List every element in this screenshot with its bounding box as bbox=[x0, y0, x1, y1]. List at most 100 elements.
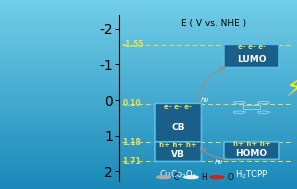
Bar bbox=[0, 175, 297, 177]
Bar bbox=[0, 102, 297, 104]
Bar bbox=[0, 170, 297, 173]
Bar bbox=[0, 142, 297, 144]
Bar bbox=[0, 47, 297, 50]
Bar bbox=[0, 69, 297, 71]
Bar bbox=[0, 158, 297, 161]
Bar bbox=[0, 78, 297, 80]
Bar bbox=[0, 14, 297, 17]
Text: O: O bbox=[227, 173, 233, 182]
Bar bbox=[0, 80, 297, 83]
Text: -1.55: -1.55 bbox=[122, 40, 144, 49]
Bar bbox=[0, 97, 297, 99]
Text: H: H bbox=[201, 173, 207, 182]
Bar bbox=[0, 116, 297, 118]
Bar bbox=[0, 144, 297, 146]
Bar bbox=[0, 12, 297, 14]
Bar bbox=[0, 123, 297, 125]
Text: h+ h+ h+: h+ h+ h+ bbox=[159, 142, 197, 148]
Bar bbox=[0, 137, 297, 139]
Text: e- e- e-: e- e- e- bbox=[238, 44, 266, 50]
Bar bbox=[243, 105, 260, 109]
FancyBboxPatch shape bbox=[155, 103, 201, 143]
Bar bbox=[0, 187, 297, 189]
Text: E ( V vs. NHE ): E ( V vs. NHE ) bbox=[181, 19, 246, 28]
Circle shape bbox=[184, 176, 198, 179]
Bar bbox=[0, 85, 297, 88]
Bar bbox=[0, 52, 297, 54]
Bar bbox=[0, 54, 297, 57]
Bar bbox=[0, 90, 297, 92]
Bar bbox=[0, 106, 297, 109]
Bar bbox=[0, 165, 297, 168]
Text: 1.71: 1.71 bbox=[122, 157, 141, 166]
Circle shape bbox=[210, 176, 224, 179]
Bar bbox=[0, 38, 297, 40]
Bar bbox=[0, 5, 297, 7]
Bar bbox=[0, 45, 297, 47]
Text: hν: hν bbox=[201, 97, 209, 103]
FancyBboxPatch shape bbox=[224, 142, 279, 159]
Bar bbox=[0, 180, 297, 182]
FancyBboxPatch shape bbox=[155, 142, 201, 161]
Text: 1.18: 1.18 bbox=[122, 138, 141, 147]
Bar bbox=[0, 73, 297, 76]
Bar bbox=[0, 94, 297, 97]
Bar bbox=[0, 2, 297, 5]
Bar bbox=[0, 66, 297, 69]
Bar bbox=[0, 21, 297, 24]
Bar bbox=[0, 177, 297, 180]
Bar bbox=[0, 156, 297, 158]
Bar bbox=[0, 161, 297, 163]
Bar bbox=[0, 24, 297, 26]
Bar bbox=[0, 17, 297, 19]
Bar bbox=[0, 118, 297, 121]
Bar bbox=[0, 168, 297, 170]
Bar bbox=[0, 92, 297, 94]
Circle shape bbox=[157, 176, 170, 179]
Bar bbox=[0, 83, 297, 85]
Bar bbox=[0, 26, 297, 28]
Bar bbox=[0, 111, 297, 113]
Bar bbox=[0, 149, 297, 151]
Bar bbox=[0, 163, 297, 165]
Bar bbox=[0, 184, 297, 187]
Bar bbox=[0, 109, 297, 111]
Bar bbox=[0, 61, 297, 64]
Bar bbox=[0, 59, 297, 61]
Bar bbox=[0, 121, 297, 123]
Bar bbox=[0, 130, 297, 132]
Bar bbox=[0, 31, 297, 33]
Bar bbox=[0, 57, 297, 59]
Bar bbox=[0, 36, 297, 38]
Bar bbox=[0, 9, 297, 12]
Text: H$_2$TCPP: H$_2$TCPP bbox=[235, 169, 268, 181]
Bar bbox=[0, 132, 297, 135]
FancyBboxPatch shape bbox=[224, 44, 279, 68]
Bar bbox=[0, 182, 297, 184]
Text: h+ h+ h+: h+ h+ h+ bbox=[233, 141, 270, 147]
Bar bbox=[0, 151, 297, 154]
Bar bbox=[0, 99, 297, 102]
Bar bbox=[0, 40, 297, 43]
Text: VB: VB bbox=[171, 150, 185, 159]
Text: ⚡: ⚡ bbox=[286, 77, 297, 101]
Bar bbox=[0, 33, 297, 36]
Bar bbox=[0, 104, 297, 106]
Bar bbox=[0, 28, 297, 31]
Text: C: C bbox=[174, 173, 179, 182]
Bar bbox=[0, 146, 297, 149]
Text: CB: CB bbox=[171, 123, 185, 132]
Bar bbox=[0, 139, 297, 142]
Bar bbox=[0, 128, 297, 130]
Bar bbox=[0, 76, 297, 78]
Bar bbox=[0, 88, 297, 90]
Text: LUMO: LUMO bbox=[237, 55, 266, 64]
Bar bbox=[0, 43, 297, 45]
Bar bbox=[0, 135, 297, 137]
Bar bbox=[0, 71, 297, 73]
Bar bbox=[0, 50, 297, 52]
Bar bbox=[0, 125, 297, 128]
Text: HOMO: HOMO bbox=[236, 149, 268, 158]
Bar bbox=[0, 19, 297, 21]
Bar bbox=[0, 154, 297, 156]
